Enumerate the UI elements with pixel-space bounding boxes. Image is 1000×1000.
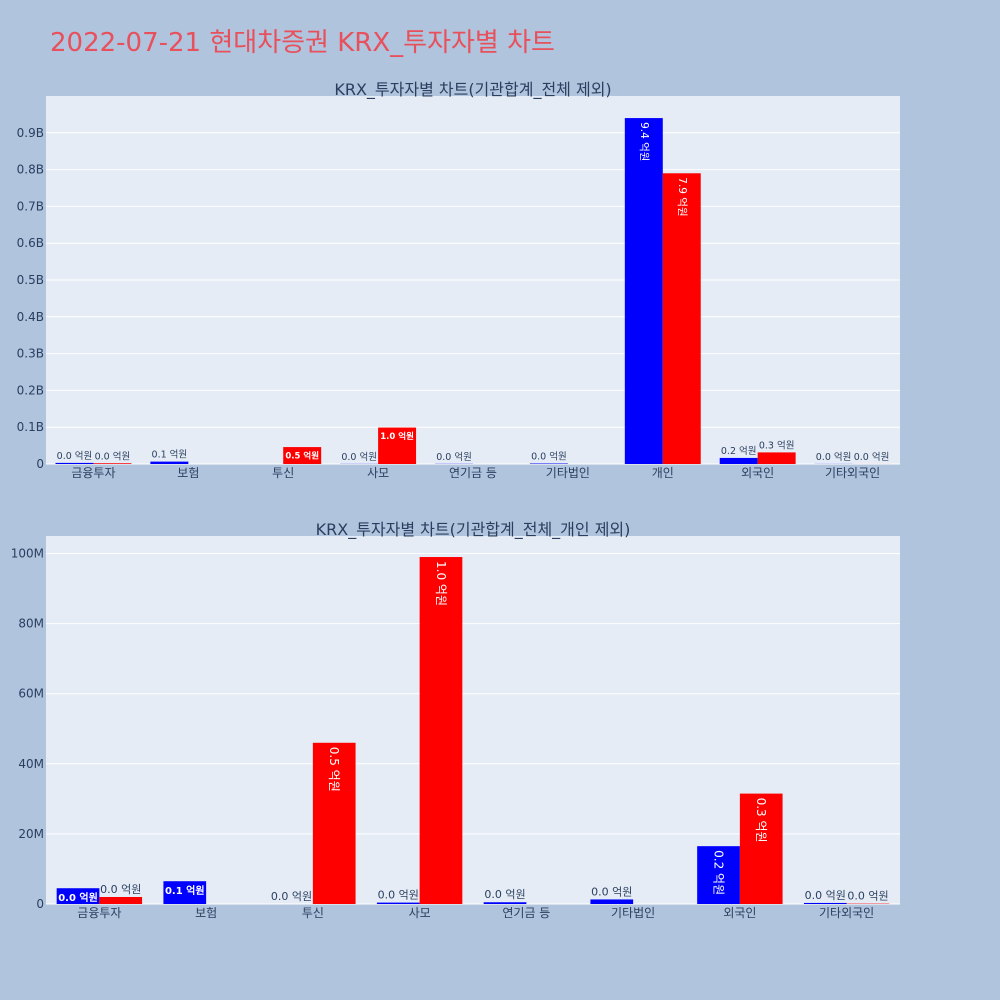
- data-label-0-1-6: 7.9 억원: [676, 177, 688, 216]
- y-tick-label-1-5: 100M: [11, 547, 44, 561]
- data-label-0-0-7: 0.2 억원: [721, 445, 757, 457]
- data-label-0-1-8: 0.0 억원: [854, 451, 890, 463]
- bar-0-0-1: [150, 461, 189, 464]
- bar-0-1-0: [93, 463, 132, 464]
- data-label-0-0-4: 0.0 억원: [436, 451, 472, 463]
- x-tick-label-1-3: 사모: [409, 906, 431, 920]
- bar-1-0-3: [376, 902, 420, 904]
- bar-0-0-7: [719, 457, 758, 464]
- y-tick-label-0-2: 0.2B: [17, 383, 44, 397]
- x-tick-label-1-1: 보험: [195, 906, 217, 920]
- data-label-0-1-7: 0.3 억원: [759, 439, 795, 451]
- data-label-0-1-3: 1.0 억원: [380, 431, 414, 442]
- y-tick-label-0-1: 0.1B: [17, 420, 44, 434]
- bar-1-0-7: [803, 902, 847, 904]
- x-tick-label-0-2: 투신: [272, 466, 294, 480]
- data-label-1-1-2: 0.5 억원: [327, 747, 341, 792]
- y-tick-label-0-9: 0.9B: [17, 126, 44, 140]
- bar-0-1-2: [283, 447, 322, 464]
- data-label-1-0-0: 0.0 억원: [58, 891, 98, 904]
- data-label-0-0-3: 0.0 억원: [341, 451, 377, 463]
- y-tick-label-1-0: 0: [36, 897, 44, 911]
- y-tick-label-0-8: 0.8B: [17, 163, 44, 177]
- data-label-0-0-6: 9.4 억원: [638, 122, 650, 161]
- y-tick-label-0-3: 0.3B: [17, 347, 44, 361]
- data-label-1-0-5: 0.0 억원: [591, 885, 632, 898]
- bar-0-1-7: [757, 452, 796, 464]
- y-tick-label-1-2: 40M: [18, 757, 44, 771]
- chart-title-1: KRX_투자자별 차트(기관합계_전체_개인 제외): [316, 520, 631, 540]
- y-tick-label-0-6: 0.6B: [17, 236, 44, 250]
- data-label-1-0-2: 0.0 억원: [271, 890, 312, 903]
- data-label-0-0-1: 0.1 억원: [152, 449, 188, 461]
- x-tick-label-0-5: 기타법인: [546, 466, 590, 480]
- data-label-1-0-6: 0.2 억원: [712, 850, 726, 895]
- bar-1-1-3: [419, 557, 463, 904]
- y-tick-label-1-3: 60M: [18, 687, 44, 701]
- data-label-0-0-0: 0.0 억원: [57, 450, 93, 462]
- x-tick-label-0-7: 외국인: [741, 466, 774, 480]
- bar-0-0-0: [55, 462, 94, 464]
- x-tick-label-1-0: 금융투자: [77, 906, 121, 920]
- y-tick-label-0-7: 0.7B: [17, 199, 44, 213]
- bar-1-0-1: [163, 881, 207, 904]
- bar-1-0-0: [56, 888, 100, 904]
- y-tick-label-1-1: 20M: [18, 827, 44, 841]
- x-tick-label-0-0: 금융투자: [71, 466, 115, 480]
- data-label-0-1-2: 0.5 억원: [285, 451, 319, 462]
- bar-1-0-4: [483, 902, 527, 904]
- x-tick-label-1-6: 외국인: [723, 906, 756, 920]
- data-label-1-0-3: 0.0 억원: [378, 889, 419, 902]
- data-label-1-1-7: 0.0 억원: [847, 890, 888, 903]
- y-tick-label-1-4: 80M: [18, 617, 44, 631]
- x-tick-label-0-8: 기타외국인: [825, 466, 880, 480]
- x-tick-label-1-4: 연기금 등: [502, 906, 550, 920]
- x-tick-label-0-6: 개인: [652, 466, 674, 480]
- bar-1-0-6: [697, 846, 740, 904]
- data-label-1-1-6: 0.3 억원: [754, 798, 768, 843]
- x-tick-label-1-5: 기타법인: [611, 906, 655, 920]
- bar-1-0-5: [590, 899, 634, 904]
- bar-1-1-2: [312, 742, 356, 904]
- y-tick-label-0-4: 0.4B: [17, 310, 44, 324]
- data-label-0-0-8: 0.0 억원: [816, 451, 852, 463]
- data-label-1-0-4: 0.0 억원: [484, 888, 525, 901]
- data-label-1-0-7: 0.0 억원: [805, 889, 846, 902]
- page-title: 2022-07-21 현대차증권 KRX_투자자별 차트: [50, 28, 555, 58]
- data-label-0-0-5: 0.0 억원: [531, 451, 567, 463]
- data-label-1-1-3: 1.0 억원: [434, 561, 448, 606]
- bar-1-1-0: [99, 896, 143, 904]
- data-label-0-1-0: 0.0 억원: [95, 450, 131, 462]
- x-tick-label-0-3: 사모: [367, 466, 389, 480]
- data-label-1-0-1: 0.1 억원: [165, 884, 205, 897]
- chart-title-0: KRX_투자자별 차트(기관합계_전체 제외): [334, 80, 611, 100]
- data-label-1-1-0: 0.0 억원: [100, 883, 141, 896]
- y-tick-label-0-0: 0: [36, 457, 44, 471]
- bar-0-1-6: [662, 173, 701, 464]
- bar-1-1-6: [739, 793, 783, 904]
- bar-0-0-6: [624, 118, 663, 464]
- x-tick-label-0-1: 보험: [177, 466, 199, 480]
- bar-0-1-3: [378, 427, 417, 464]
- y-tick-label-0-5: 0.5B: [17, 273, 44, 287]
- x-tick-label-0-4: 연기금 등: [449, 466, 497, 480]
- x-tick-label-1-7: 기타외국인: [819, 906, 874, 920]
- x-tick-label-1-2: 투신: [302, 906, 324, 920]
